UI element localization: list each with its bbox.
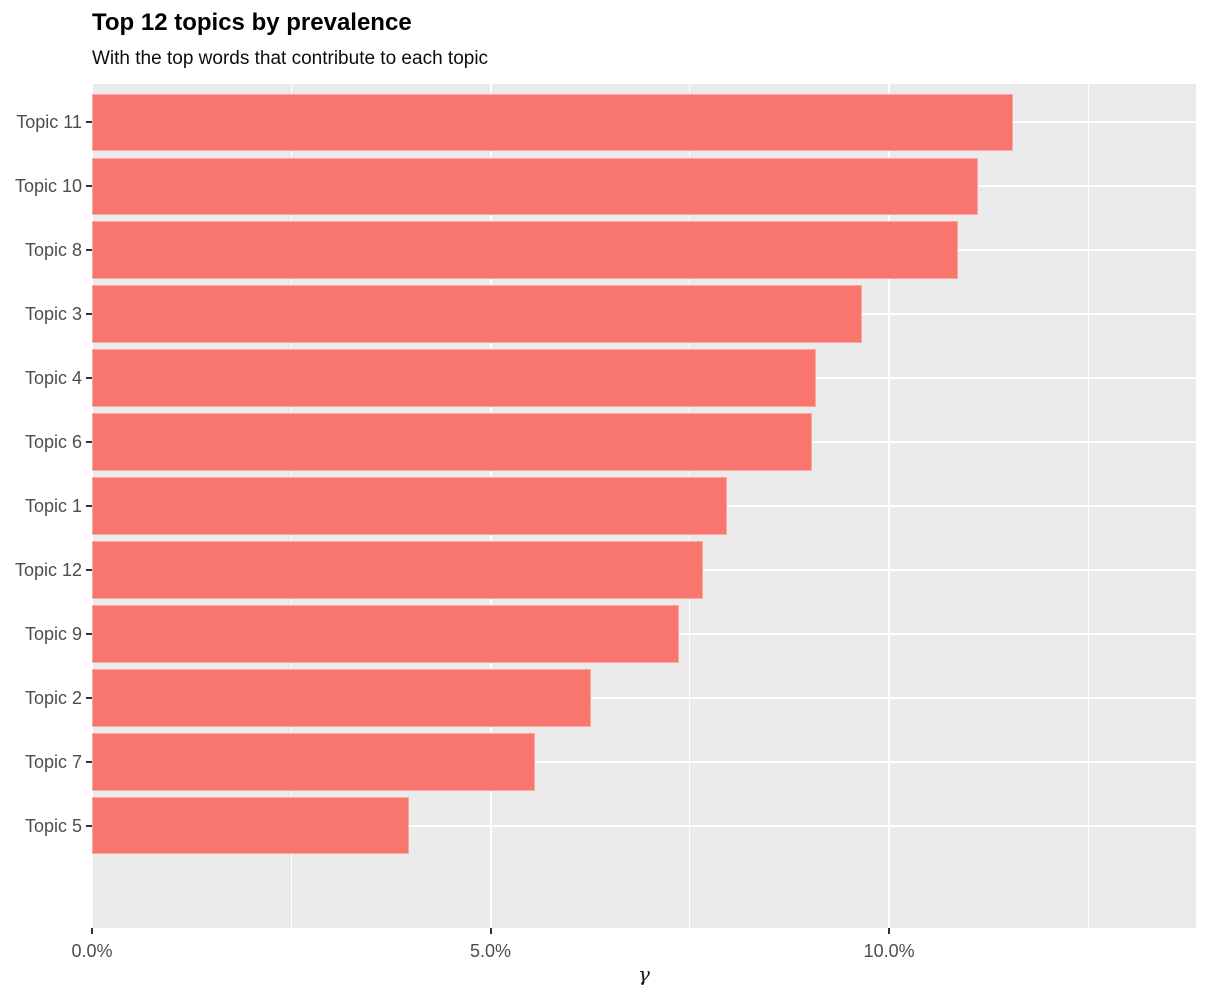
y-tick-label: Topic 2 xyxy=(24,687,82,708)
y-tick-label: Topic 6 xyxy=(24,432,82,453)
bar-topic-9 xyxy=(92,605,679,663)
bar-topic-7 xyxy=(92,732,536,791)
y-tick-label: Topic 10 xyxy=(14,176,82,197)
y-tick-mark xyxy=(86,313,92,316)
x-tick-label: 5.0% xyxy=(470,941,512,961)
y-tick-mark xyxy=(86,505,92,507)
y-tick-mark xyxy=(86,824,92,827)
plot-title: Top 12 topics by prevalence xyxy=(92,9,412,36)
y-tick-mark xyxy=(86,249,92,252)
x-tick-mark xyxy=(489,928,492,934)
x-tick-label: 10.0% xyxy=(863,941,915,961)
y-tick-mark xyxy=(86,185,92,188)
x-tick-label: 0.0% xyxy=(71,941,113,961)
plot-panel xyxy=(91,84,1196,928)
x-tick-mark xyxy=(888,928,891,934)
y-tick-label: Topic 5 xyxy=(24,815,82,836)
y-tick-mark xyxy=(86,121,92,124)
x-axis-title: γ xyxy=(638,962,650,986)
plot-subtitle: With the top words that contribute to ea… xyxy=(92,48,489,69)
y-tick-mark xyxy=(86,760,92,763)
y-tick-label: Topic 11 xyxy=(16,112,82,133)
y-tick-mark xyxy=(86,696,92,699)
y-tick-label: Topic 12 xyxy=(14,559,82,580)
y-tick-mark xyxy=(86,568,92,571)
y-tick-label: Topic 4 xyxy=(24,368,82,389)
y-tick-label: Topic 3 xyxy=(24,304,82,325)
bar-topic-12 xyxy=(92,541,704,599)
gridline-horizontal xyxy=(92,760,1196,763)
x-tick-mark xyxy=(91,928,93,934)
y-tick-label: Topic 1 xyxy=(24,496,82,516)
bar-topic-6 xyxy=(92,413,812,471)
y-tick-label: Topic 8 xyxy=(24,240,82,261)
gridline-horizontal xyxy=(92,696,1196,699)
gridline-vertical-minor xyxy=(1087,84,1089,928)
bar-topic-8 xyxy=(92,221,959,279)
y-tick-label: Topic 9 xyxy=(24,623,82,644)
gridline-vertical-major xyxy=(888,84,891,928)
bar-topic-1 xyxy=(92,477,728,535)
y-tick-mark xyxy=(86,441,92,444)
bar-topic-2 xyxy=(92,669,591,727)
y-tick-mark xyxy=(86,632,92,635)
gridline-horizontal xyxy=(92,824,1196,827)
bar-topic-5 xyxy=(92,796,410,855)
bar-topic-4 xyxy=(92,349,816,407)
bar-topic-11 xyxy=(92,93,1014,152)
y-tick-label: Topic 7 xyxy=(24,751,82,772)
y-tick-mark xyxy=(86,377,92,380)
bar-topic-10 xyxy=(92,157,979,216)
bar-topic-3 xyxy=(92,285,862,343)
